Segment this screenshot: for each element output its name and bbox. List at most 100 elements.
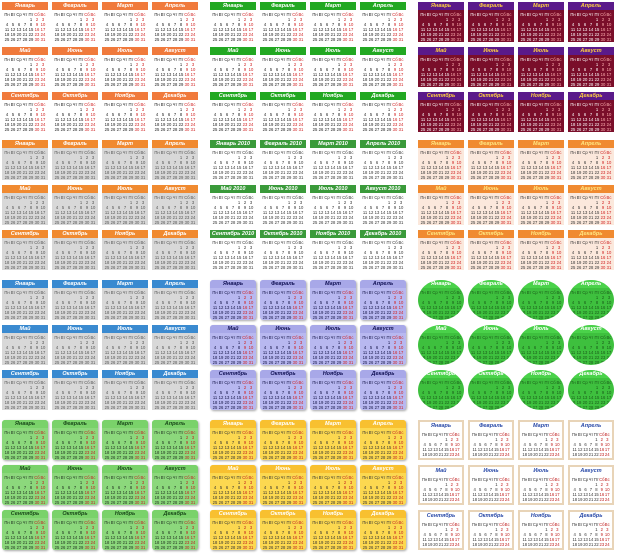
day-cell: 27 <box>224 175 230 180</box>
day-cell: 23 <box>450 122 456 127</box>
weekday-label: Вт <box>60 290 66 295</box>
day-cell: 17 <box>140 165 146 170</box>
day-cell: 11 <box>570 117 576 122</box>
day-cell: 23 <box>392 260 398 265</box>
day-cell: 13 <box>16 350 22 355</box>
weekday-row: Пн Вт Ср Чт Пт Сб Вс <box>570 150 612 155</box>
day-cell: 14 <box>488 117 494 122</box>
day-cell: 21 <box>72 400 78 405</box>
day-cell: 6 <box>583 112 587 117</box>
day-cell: 22 <box>594 77 600 82</box>
day-cell: 4 <box>155 300 159 305</box>
month-calendar: Октябрь 2010 Пн Вт Ср Чт Пт Сб Вс 1 2 3 4 5 6 7 8 9 10 11 1… <box>260 230 306 270</box>
day-cell: 26 <box>110 360 116 365</box>
day-cell: 19 <box>526 77 532 82</box>
week-row: 18 19 20 21 22 23 24 <box>4 32 46 37</box>
day-cell: 12 <box>318 27 324 32</box>
day-cell: 15 <box>78 350 84 355</box>
day-cell: 22 <box>236 170 242 175</box>
weekday-label: Вс <box>506 12 512 17</box>
day-cell: 12 <box>368 255 374 260</box>
day-cell: 14 <box>22 165 28 170</box>
week-row: 11 12 13 14 15 16 17 <box>54 117 96 122</box>
day-cell: 21 <box>280 400 286 405</box>
weekday-label: Вс <box>506 102 512 107</box>
day-cell: 22 <box>444 77 450 82</box>
day-cell: 29 <box>78 127 84 132</box>
week-row: 11 12 13 14 15 16 17 <box>262 255 304 260</box>
day-cell: 4 <box>263 67 267 72</box>
day-cell: 1 <box>495 295 499 300</box>
day-cell: 14 <box>438 255 444 260</box>
day-cell: 19 <box>268 77 274 82</box>
day-cell: 31 <box>506 315 512 320</box>
weekday-label: Пн <box>570 290 576 295</box>
weekday-label: Пт <box>28 12 34 17</box>
day-cell: 6 <box>275 250 279 255</box>
month-title: Март <box>310 280 356 288</box>
day-cell: 5 <box>269 300 273 305</box>
day-cell: 17 <box>298 210 304 215</box>
day-cell: 22 <box>128 170 134 175</box>
day-cell: 29 <box>494 315 500 320</box>
day-cell: 6 <box>433 67 437 72</box>
day-cell: 8 <box>337 67 341 72</box>
day-cell: 28 <box>280 175 286 180</box>
month-title: Июнь <box>52 47 98 55</box>
day-cell: 7 <box>439 300 443 305</box>
day-cell: 5 <box>477 205 481 210</box>
day-cell: 16 <box>342 210 348 215</box>
weekday-label: Сб <box>500 102 506 107</box>
month-calendar: Декабрь Пн Вт Ср Чт Пт Сб Вс 1 2 3 4 5 6 7 8 9 10 11 12 13 14… <box>152 230 198 270</box>
day-cell: 16 <box>500 255 506 260</box>
day-cell: 19 <box>10 215 16 220</box>
day-cell: 26 <box>426 175 432 180</box>
day-cell: 6 <box>275 160 279 165</box>
day-cell: 10 <box>506 67 512 72</box>
day-cell: 6 <box>117 390 121 395</box>
day-cell: 29 <box>544 315 550 320</box>
week-row: 4 5 6 7 8 9 10 <box>104 300 146 305</box>
weekday-row: Пн Вт Ср Чт Пт Сб Вс <box>4 150 46 155</box>
weekday-label: Пн <box>362 290 368 295</box>
weekday-label: Пн <box>312 335 318 340</box>
weekday-label: Сб <box>242 380 248 385</box>
weekday-label: Вс <box>606 195 612 200</box>
day-cell: 20 <box>374 215 380 220</box>
day-cell: 4 <box>55 112 59 117</box>
day-cell: 17 <box>140 255 146 260</box>
day-cell: 8 <box>387 250 391 255</box>
day-cell: 3 <box>349 107 353 112</box>
day-cell: 21 <box>538 310 544 315</box>
day-cell: 15 <box>386 165 392 170</box>
day-cell: 4 <box>363 205 367 210</box>
day-cell: 15 <box>286 72 292 77</box>
month-calendar: Декабрь Пн Вт Ср Чт Пт Сб Вс 1 2 3 4 5 6 7 8 9 10 11 12 13 14… <box>360 92 406 132</box>
day-cell: 18 <box>570 170 576 175</box>
day-cell: 28 <box>22 265 28 270</box>
day-cell: 13 <box>224 305 230 310</box>
day-cell: 6 <box>17 67 21 72</box>
day-cell: 5 <box>61 205 65 210</box>
day-cell: 25 <box>570 220 576 225</box>
day-cell: 1 <box>129 295 133 300</box>
week-row: 11 12 13 14 15 16 17 <box>104 350 146 355</box>
day-cell: 2 <box>601 155 605 160</box>
day-cell: 13 <box>532 305 538 310</box>
day-cell: 10 <box>90 390 96 395</box>
day-cell: 13 <box>224 395 230 400</box>
day-cell: 22 <box>444 122 450 127</box>
day-cell: 8 <box>237 112 241 117</box>
weekday-label: Вс <box>506 150 512 155</box>
day-cell: 21 <box>588 215 594 220</box>
week-row: 11 12 13 14 15 16 17 <box>54 350 96 355</box>
day-cell: 25 <box>520 175 526 180</box>
week-row: 25 26 27 28 29 30 31 <box>362 82 404 87</box>
day-cell: 13 <box>116 27 122 32</box>
day-cell: 19 <box>268 400 274 405</box>
day-cell: 11 <box>212 72 218 77</box>
day-cell: 8 <box>237 390 241 395</box>
week-row: 4 5 6 7 8 9 10 <box>470 22 512 27</box>
day-cell: 18 <box>104 170 110 175</box>
